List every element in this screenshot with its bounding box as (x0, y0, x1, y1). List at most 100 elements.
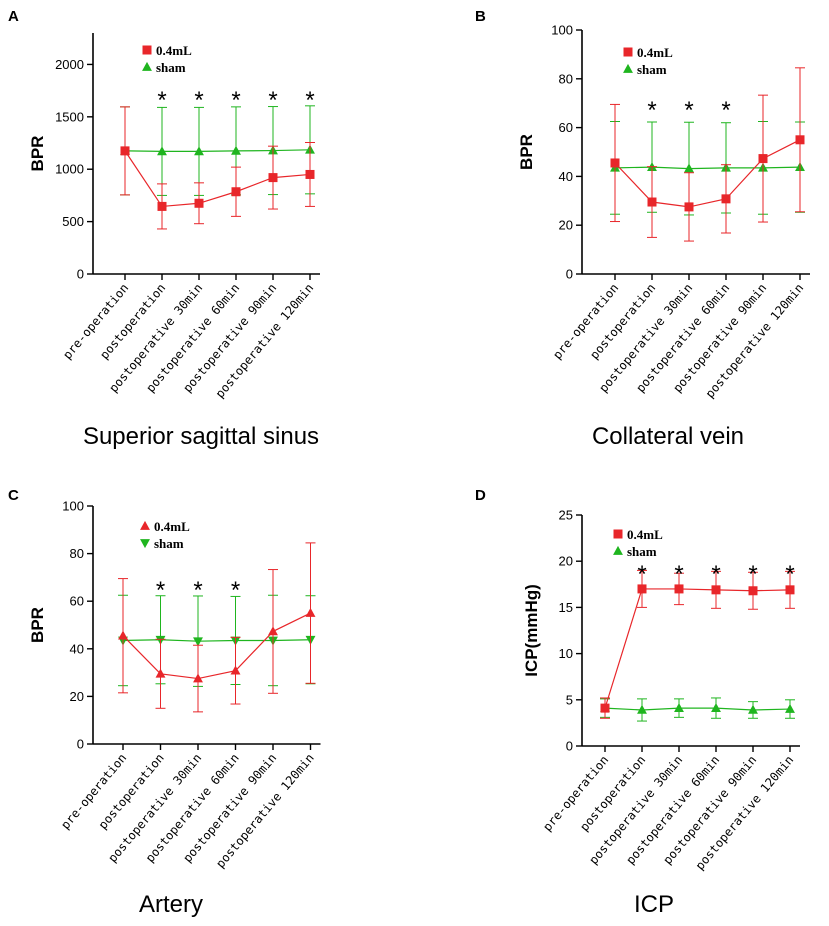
panel-letter: C (8, 487, 19, 504)
legend-label: 0.4mL (156, 43, 192, 58)
x-tick-label: pre-operation (550, 281, 621, 362)
significance-star: * (647, 97, 656, 124)
data-point (674, 702, 684, 712)
x-tick-label: pre-operation (58, 751, 129, 832)
y-tick-label: 20 (559, 554, 573, 569)
legend-marker (613, 545, 623, 555)
data-point (610, 158, 620, 168)
data-point (268, 173, 278, 183)
data-point (231, 187, 241, 197)
y-tick-label: 500 (62, 214, 84, 229)
data-point (748, 704, 758, 714)
data-point (758, 154, 768, 164)
series-line-treatment (124, 150, 311, 208)
series-line-sham (604, 707, 791, 711)
data-point (637, 704, 647, 714)
legend-label: sham (627, 544, 657, 559)
y-tick-label: 1000 (55, 162, 84, 177)
y-tick-label: 40 (70, 641, 84, 656)
y-tick-label: 0 (566, 267, 573, 282)
data-point (600, 703, 610, 713)
data-point (711, 585, 721, 595)
y-tick-label: 20 (70, 689, 84, 704)
data-point (684, 202, 694, 212)
chart-title: Superior sagittal sinus (82, 423, 320, 450)
data-point (684, 163, 694, 173)
series-line-sham (614, 166, 801, 170)
panel-letter: D (475, 487, 486, 504)
y-tick-label: 2000 (55, 57, 84, 72)
legend-label: sham (156, 60, 186, 75)
series-line-treatment (604, 588, 791, 709)
series-line-sham (122, 639, 311, 642)
legend-label: sham (637, 62, 667, 77)
legend-marker (140, 539, 150, 549)
data-point (157, 146, 167, 156)
data-point (748, 586, 758, 596)
significance-star: * (305, 87, 314, 114)
chart-icp: 0 5 10 15 20 25 ICP(mmHg) pre-operationpostoper… (522, 508, 800, 873)
y-tick-label: 20 (559, 218, 573, 233)
y-tick-label: 60 (559, 120, 573, 135)
x-tick-label: postoperation (587, 281, 658, 362)
chart-panel-a: A 0 500 1000 1500 2000 BPR pre-operation postop… (0, 0, 414, 463)
panel-letter: A (8, 8, 19, 25)
significance-star: * (156, 577, 165, 604)
panel-letter: B (475, 8, 486, 25)
y-tick-label: 80 (559, 71, 573, 86)
y-axis-label: BPR (28, 136, 47, 172)
legend-label: 0.4mL (627, 527, 663, 542)
series-line-treatment (614, 139, 801, 208)
legend-marker (623, 47, 633, 57)
significance-star: * (721, 97, 730, 124)
data-point (120, 146, 130, 156)
y-axis-label: BPR (28, 607, 47, 643)
data-point (155, 668, 166, 678)
data-point (305, 607, 316, 617)
significance-star: * (194, 87, 203, 114)
legend-marker (140, 520, 150, 530)
data-point (647, 197, 657, 207)
y-tick-label: 5 (566, 692, 573, 707)
data-point (118, 630, 128, 640)
y-axis-label: ICP(mmHg) (522, 584, 541, 677)
significance-star: * (193, 577, 202, 604)
chart-collateral-vein: 0 20 40 60 80 100 BPR pre-operationpostoperatio… (517, 23, 810, 401)
y-tick-label: 40 (559, 169, 573, 184)
y-tick-label: 0 (566, 739, 573, 754)
x-tick-label: pre-operation (540, 753, 611, 834)
data-point (785, 703, 795, 713)
legend-marker (613, 529, 623, 539)
y-axis-label: BPR (517, 134, 536, 170)
significance-star: * (674, 561, 683, 588)
x-tick-label: postoperation (577, 753, 648, 834)
chart-panel-c: C 0 20 40 60 80 100 BPR pre-operation postoperat… (0, 463, 414, 926)
y-tick-label: 60 (70, 594, 84, 609)
data-point (305, 169, 315, 179)
y-tick-label: 1500 (55, 109, 84, 124)
significance-star: * (637, 561, 646, 588)
significance-star: * (711, 561, 720, 588)
chart-artery: 0 20 40 60 80 100 BPR pre-operationpostoperatio… (28, 499, 321, 871)
x-tick-label: postoperation (97, 281, 168, 362)
y-tick-label: 100 (551, 23, 573, 38)
significance-star: * (684, 97, 693, 124)
chart-panel-d: D 0 5 10 15 20 25 ICP(mmHg) pre-operation postop… (415, 463, 829, 926)
chart-title: Artery (138, 891, 203, 918)
legend-marker (142, 61, 152, 71)
data-point (157, 201, 167, 211)
chart-title: ICP (633, 891, 674, 918)
significance-star: * (157, 87, 166, 114)
chart-panel-b: B 0 20 40 60 80 100 BPR pre-operation postoperat… (415, 0, 829, 463)
y-tick-label: 80 (70, 546, 84, 561)
y-tick-label: 15 (559, 600, 573, 615)
y-tick-label: 100 (62, 499, 84, 514)
series-line-sham (124, 149, 311, 153)
chart-superior-sagittal-sinus: 0 500 1000 1500 2000 BPR pre-operationpostoper… (28, 33, 320, 401)
data-point (194, 146, 204, 156)
significance-star: * (748, 561, 757, 588)
data-point (268, 626, 278, 636)
series-line-treatment (122, 612, 311, 680)
significance-star: * (785, 561, 794, 588)
data-point (193, 637, 203, 647)
